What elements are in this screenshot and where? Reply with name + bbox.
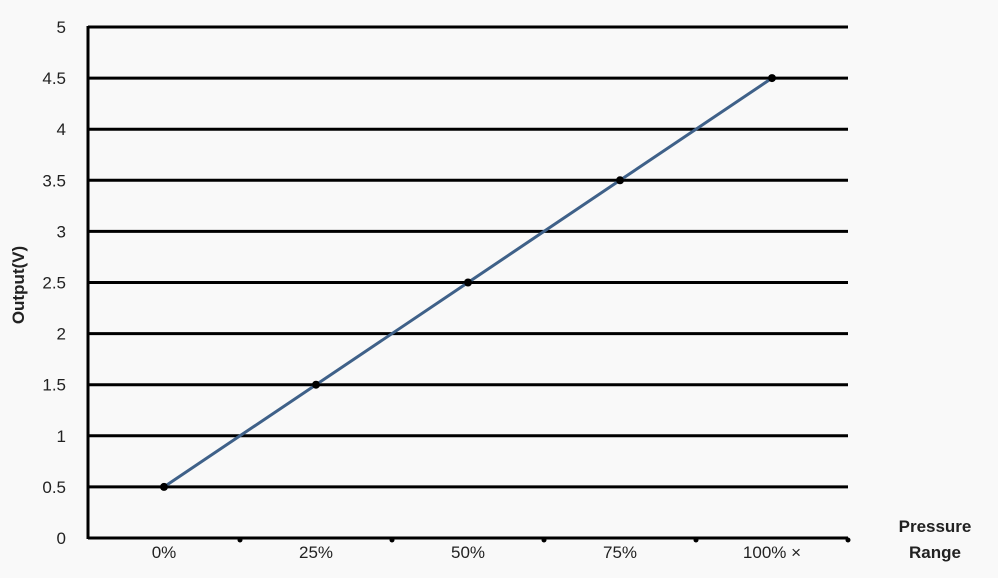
x-tick-mark xyxy=(693,537,699,543)
data-point xyxy=(160,482,168,491)
x-axis-label-line2: Range xyxy=(909,543,961,562)
data-point xyxy=(616,176,624,185)
x-tick-mark xyxy=(845,537,851,543)
y-tick-label: 1.5 xyxy=(42,376,66,395)
x-tick-label: 0% xyxy=(152,543,177,562)
data-point xyxy=(768,74,776,83)
x-tick-label: 100% × xyxy=(743,543,801,562)
x-tick-mark xyxy=(237,537,243,543)
y-tick-label: 2.5 xyxy=(42,274,66,293)
x-tick-label: 50% xyxy=(451,543,485,562)
data-point xyxy=(464,278,472,287)
y-tick-label: 0.5 xyxy=(42,478,66,497)
y-tick-labels: 0 0.5 1 1.5 2 2.5 3 3.5 4 4.5 5 xyxy=(42,18,66,548)
x-tick-mark xyxy=(389,537,395,543)
y-tick-label: 3.5 xyxy=(42,171,66,190)
x-tick-mark xyxy=(541,537,547,543)
y-tick-label: 3 xyxy=(57,222,66,241)
x-tick-labels: 0% 25% 50% 75% 100% × xyxy=(152,543,801,562)
y-tick-label: 4 xyxy=(57,120,66,139)
x-tick-label: 25% xyxy=(299,543,333,562)
y-tick-label: 4.5 xyxy=(42,69,66,88)
y-tick-label: 2 xyxy=(57,325,66,344)
y-tick-label: 1 xyxy=(57,427,66,446)
x-axis-label: Pressure xyxy=(899,517,972,536)
y-tick-label: 0 xyxy=(57,529,66,548)
y-tick-label: 5 xyxy=(57,18,66,37)
series-line xyxy=(160,74,776,491)
x-tick-label: 75% xyxy=(603,543,637,562)
data-point xyxy=(312,380,320,389)
y-axis-label: Output(V) xyxy=(9,246,28,324)
